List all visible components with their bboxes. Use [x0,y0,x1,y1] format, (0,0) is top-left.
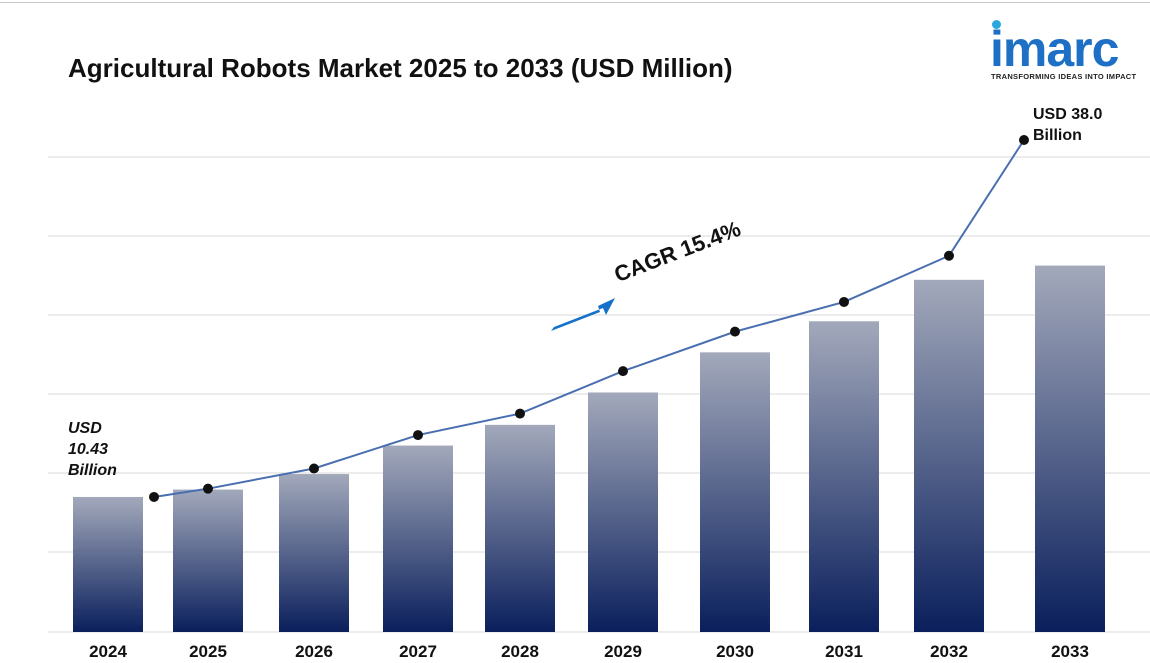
trend-marker-2029 [618,366,628,377]
trend-marker-2024 [149,491,159,502]
bar-2029 [588,392,658,632]
x-tick-label-2029: 2029 [604,642,642,661]
x-tick-label-2025: 2025 [189,642,227,661]
trend-marker-2033 [1019,135,1029,145]
end-annotation-line1: USD 38.0 [1033,106,1103,123]
bar-2032 [914,279,984,632]
x-tick-labels: 2024 2025 2026 2027 2028 2029 2030 2031 2032 2033 [89,642,1089,661]
bar-2031 [809,321,879,632]
x-tick-label-2030: 2030 [716,642,754,661]
bar-2025 [173,489,243,632]
logo-dot-icon [992,20,1001,29]
trend-marker-2027 [413,430,423,441]
x-tick-label-2033: 2033 [1051,642,1089,661]
bar-2033 [1035,265,1105,632]
bar-2026 [279,474,349,632]
bar-2030 [700,352,770,632]
bar-2028 [485,424,555,632]
end-value-annotation: USD 38.0 Billion [1033,104,1102,146]
x-tick-label-2032: 2032 [930,642,968,661]
bars [73,265,1105,632]
start-annotation-line3: Billion [68,462,117,479]
logo-wordmark: imarc [990,21,1119,77]
trend-marker-2026 [309,463,319,474]
start-value-annotation: USD 10.43 Billion [68,418,117,481]
trend-line-path [153,139,1025,498]
trend-line [149,135,1029,502]
start-annotation-line2: 10.43 [68,441,109,458]
x-tick-label-2031: 2031 [825,642,863,661]
logo-tagline: TRANSFORMING IDEAS INTO IMPACT [991,72,1137,81]
top-border-line [0,2,1150,3]
chart-title: Agricultural Robots Market 2025 to 2033 … [68,53,733,83]
x-tick-label-2027: 2027 [399,642,437,661]
cagr-arrow [551,298,615,331]
bar-2024 [73,496,143,632]
bar-2027 [383,445,453,632]
trend-marker-2028 [515,408,525,419]
x-tick-label-2028: 2028 [501,642,539,661]
trend-marker-2031 [839,296,849,307]
start-annotation-line1: USD [68,420,102,437]
cagr-arrow-shape [551,298,615,331]
imarc-logo: imarc TRANSFORMING IDEAS INTO IMPACT [988,20,1138,84]
trend-marker-2030 [730,326,740,337]
trend-marker-2025 [203,483,213,494]
trend-marker-2032 [944,250,954,261]
x-tick-label-2026: 2026 [295,642,333,661]
end-annotation-line2: Billion [1033,127,1082,144]
x-tick-label-2024: 2024 [89,642,127,661]
